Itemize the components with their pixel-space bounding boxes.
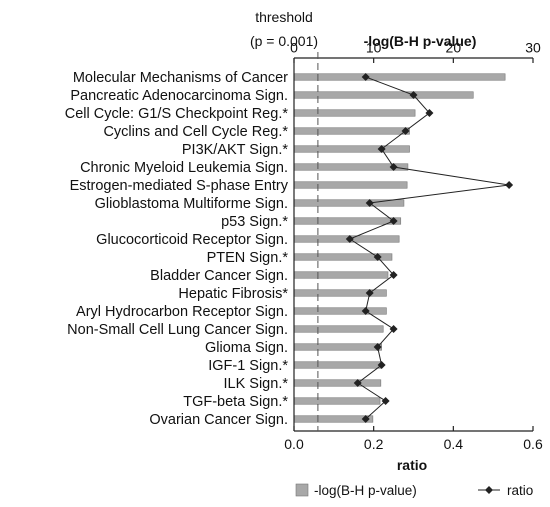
category-label: TGF-beta Sign.* bbox=[183, 394, 288, 410]
top-tick-label: 10 bbox=[366, 40, 382, 56]
ratio-marker bbox=[409, 91, 418, 99]
ratio-marker bbox=[365, 199, 374, 207]
bar bbox=[293, 397, 381, 405]
category-label: Cell Cycle: G1/S Checkpoint Reg.* bbox=[65, 106, 289, 122]
bar bbox=[293, 307, 387, 315]
category-label: Glioblastoma Multiforme Sign. bbox=[95, 196, 288, 212]
bar bbox=[293, 271, 389, 279]
category-label: PTEN Sign.* bbox=[207, 250, 289, 266]
bar bbox=[293, 361, 382, 369]
category-label: Cyclins and Cell Cycle Reg.* bbox=[103, 124, 288, 140]
ratio-marker bbox=[361, 415, 370, 423]
legend-bar-label: -log(B-H p-value) bbox=[314, 483, 417, 498]
category-label: Chronic Myeloid Leukemia Sign. bbox=[80, 160, 288, 176]
category-label: p53 Sign.* bbox=[221, 214, 288, 230]
bar-series bbox=[293, 73, 506, 423]
threshold-label-line2: (p = 0.001) bbox=[250, 33, 318, 49]
ratio-marker bbox=[373, 253, 382, 261]
category-label: Hepatic Fibrosis* bbox=[178, 286, 288, 302]
ratio-marker bbox=[365, 289, 374, 297]
ratio-marker bbox=[361, 307, 370, 315]
ratio-marker bbox=[389, 271, 398, 279]
bar bbox=[293, 343, 382, 351]
category-label: Non-Small Cell Lung Cancer Sign. bbox=[67, 322, 288, 338]
bar bbox=[293, 91, 474, 99]
top-axis: 0 10 20 30 bbox=[290, 40, 541, 63]
bar bbox=[293, 415, 374, 423]
legend-bar-swatch bbox=[295, 483, 309, 497]
ratio-marker bbox=[381, 397, 390, 405]
category-label: Estrogen-mediated S-phase Entry bbox=[70, 178, 289, 194]
bar bbox=[293, 109, 416, 117]
category-label: Glioma Sign. bbox=[205, 340, 288, 356]
category-label: PI3K/AKT Sign.* bbox=[182, 142, 288, 158]
bottom-tick-label: 0.2 bbox=[364, 436, 384, 452]
threshold-label: threshold (p = 0.001) bbox=[250, 9, 318, 49]
category-label: Molecular Mechanisms of Cancer bbox=[73, 70, 288, 86]
ratio-marker bbox=[377, 361, 386, 369]
bar bbox=[293, 73, 506, 81]
plot-left-edge bbox=[293, 58, 295, 431]
legend-diamond-swatch bbox=[485, 486, 493, 494]
bottom-tick-label: 0.6 bbox=[523, 436, 543, 452]
category-labels: Molecular Mechanisms of Cancer Pancreatic… bbox=[65, 70, 289, 428]
top-axis-title: -log(B-H p-value) bbox=[364, 33, 477, 49]
bottom-tick-label: 0.0 bbox=[284, 436, 304, 452]
category-label: Pancreatic Adenocarcinoma Sign. bbox=[70, 88, 288, 104]
ratio-marker bbox=[505, 181, 514, 189]
ratio-marker bbox=[425, 109, 434, 117]
ratio-marker bbox=[361, 73, 370, 81]
category-label: IGF-1 Sign.* bbox=[208, 358, 288, 374]
ratio-marker bbox=[353, 379, 362, 387]
bar bbox=[293, 181, 408, 189]
ratio-marker bbox=[373, 343, 382, 351]
legend: -log(B-H p-value) ratio bbox=[295, 483, 533, 498]
top-tick-label: 30 bbox=[525, 40, 541, 56]
bar bbox=[293, 145, 410, 153]
legend-ratio-label: ratio bbox=[507, 483, 533, 498]
ratio-marker bbox=[389, 217, 398, 225]
category-label: ILK Sign.* bbox=[224, 376, 289, 392]
ratio-marker bbox=[401, 127, 410, 135]
top-tick-label: 20 bbox=[446, 40, 462, 56]
bar bbox=[293, 127, 410, 135]
ratio-marker bbox=[389, 325, 398, 333]
category-label: Ovarian Cancer Sign. bbox=[149, 412, 288, 428]
ratio-marker bbox=[377, 145, 386, 153]
top-tick-label: 0 bbox=[290, 40, 298, 56]
category-label: Glucocorticoid Receptor Sign. bbox=[96, 232, 288, 248]
ratio-markers bbox=[345, 73, 514, 423]
bar bbox=[293, 217, 402, 225]
bottom-axis-title: ratio bbox=[397, 457, 427, 473]
bottom-tick-label: 0.4 bbox=[444, 436, 464, 452]
bottom-axis: 0.0 0.2 0.4 0.6 bbox=[284, 426, 543, 452]
bar bbox=[293, 379, 382, 387]
ratio-marker bbox=[345, 235, 354, 243]
ratio-marker bbox=[389, 163, 398, 171]
bar bbox=[293, 325, 384, 333]
category-label: Bladder Cancer Sign. bbox=[150, 268, 288, 284]
category-label: Aryl Hydrocarbon Receptor Sign. bbox=[76, 304, 288, 320]
threshold-label-line1: threshold bbox=[255, 9, 313, 25]
